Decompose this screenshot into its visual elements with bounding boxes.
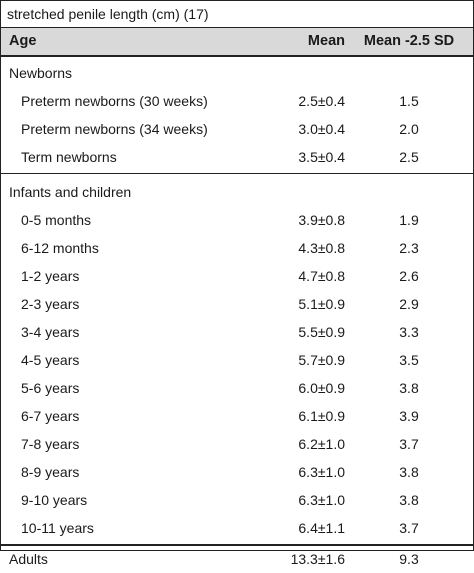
- table-row: 3-4 years 5.5±0.9 3.3: [1, 318, 473, 346]
- section-newborns: Newborns Preterm newborns (30 weeks) 2.5…: [1, 57, 473, 174]
- row-mean: 3.0±0.4: [298, 121, 345, 137]
- row-sd: 3.7: [399, 520, 419, 536]
- row-age: Term newborns: [21, 149, 117, 165]
- table-row: Preterm newborns (34 weeks) 3.0±0.4 2.0: [1, 115, 473, 143]
- row-age: 9-10 years: [21, 492, 88, 508]
- row-age: 4-5 years: [21, 352, 80, 368]
- row-age: Adults: [9, 551, 48, 567]
- row-mean: 5.7±0.9: [298, 352, 345, 368]
- row-age: 7-8 years: [21, 436, 80, 452]
- row-mean: 3.9±0.8: [298, 212, 345, 228]
- row-age: 6-12 months: [21, 240, 99, 256]
- row-mean: 6.0±0.9: [298, 380, 345, 396]
- header-mean-minus-2-5-sd: Mean -2.5 SD: [363, 33, 455, 49]
- row-mean: 5.5±0.9: [298, 324, 345, 340]
- row-age: 0-5 months: [21, 212, 92, 228]
- table-row: Preterm newborns (30 weeks) 2.5±0.4 1.5: [1, 87, 473, 115]
- row-sd: 3.7: [399, 436, 419, 452]
- table-row-adults: Adults 13.3±1.6 9.3: [1, 545, 473, 573]
- row-sd: 2.5: [399, 149, 419, 165]
- row-mean: 6.4±1.1: [298, 520, 345, 536]
- row-sd: 2.3: [399, 240, 419, 256]
- row-sd: 3.8: [399, 492, 419, 508]
- section-infants-and-children: Infants and children 0-5 months 3.9±0.8 …: [1, 174, 473, 545]
- row-sd: 3.8: [399, 464, 419, 480]
- row-sd: 2.0: [399, 121, 419, 137]
- row-sd: 1.5: [399, 93, 419, 109]
- group-label-newborns: Newborns: [9, 65, 73, 81]
- table-row: 0-5 months 3.9±0.8 1.9: [1, 206, 473, 234]
- table-row: 1-2 years 4.7±0.8 2.6: [1, 262, 473, 290]
- row-sd: 3.9: [399, 408, 419, 424]
- row-sd: 3.3: [399, 324, 419, 340]
- row-age: Preterm newborns (34 weeks): [21, 121, 208, 137]
- row-mean: 2.5±0.4: [298, 93, 345, 109]
- row-mean: 5.1±0.9: [298, 296, 345, 312]
- table-caption: stretched penile length (cm) (17): [1, 1, 473, 28]
- row-age: 3-4 years: [21, 324, 80, 340]
- row-sd: 1.9: [399, 212, 419, 228]
- table-header: Age Mean Mean -2.5 SD: [1, 28, 473, 57]
- group-label-row: Newborns: [1, 59, 473, 87]
- row-age: 2-3 years: [21, 296, 80, 312]
- table-row: 8-9 years 6.3±1.0 3.8: [1, 458, 473, 486]
- row-age: 1-2 years: [21, 268, 80, 284]
- row-mean: 3.5±0.4: [298, 149, 345, 165]
- row-mean: 4.7±0.8: [298, 268, 345, 284]
- row-age: Preterm newborns (30 weeks): [21, 93, 208, 109]
- row-mean: 6.2±1.0: [298, 436, 345, 452]
- header-mean: Mean: [307, 33, 345, 49]
- row-age: 5-6 years: [21, 380, 80, 396]
- header-age: Age: [9, 33, 37, 49]
- row-sd: 2.9: [399, 296, 419, 312]
- row-mean: 13.3±1.6: [290, 551, 345, 567]
- row-age: 8-9 years: [21, 464, 80, 480]
- table-row: 2-3 years 5.1±0.9 2.9: [1, 290, 473, 318]
- table-row: 7-8 years 6.2±1.0 3.7: [1, 430, 473, 458]
- row-age: 10-11 years: [21, 520, 94, 536]
- row-age: 6-7 years: [21, 408, 80, 424]
- table-row: 4-5 years 5.7±0.9 3.5: [1, 346, 473, 374]
- table-row: 9-10 years 6.3±1.0 3.8: [1, 486, 473, 514]
- table-body: Newborns Preterm newborns (30 weeks) 2.5…: [1, 57, 473, 573]
- table-row: Term newborns 3.5±0.4 2.5: [1, 143, 473, 171]
- table-row: 6-12 months 4.3±0.8 2.3: [1, 234, 473, 262]
- row-sd: 9.3: [399, 551, 419, 567]
- row-sd: 2.6: [399, 268, 419, 284]
- row-mean: 6.3±1.0: [298, 464, 345, 480]
- table-row: 6-7 years 6.1±0.9 3.9: [1, 402, 473, 430]
- group-label-infants: Infants and children: [9, 184, 132, 200]
- row-mean: 6.1±0.9: [298, 408, 345, 424]
- row-mean: 4.3±0.8: [298, 240, 345, 256]
- row-mean: 6.3±1.0: [298, 492, 345, 508]
- row-sd: 3.8: [399, 380, 419, 396]
- group-label-row: Infants and children: [1, 178, 473, 206]
- table-row: 10-11 years 6.4±1.1 3.7: [1, 514, 473, 542]
- table-row: 5-6 years 6.0±0.9 3.8: [1, 374, 473, 402]
- row-sd: 3.5: [399, 352, 419, 368]
